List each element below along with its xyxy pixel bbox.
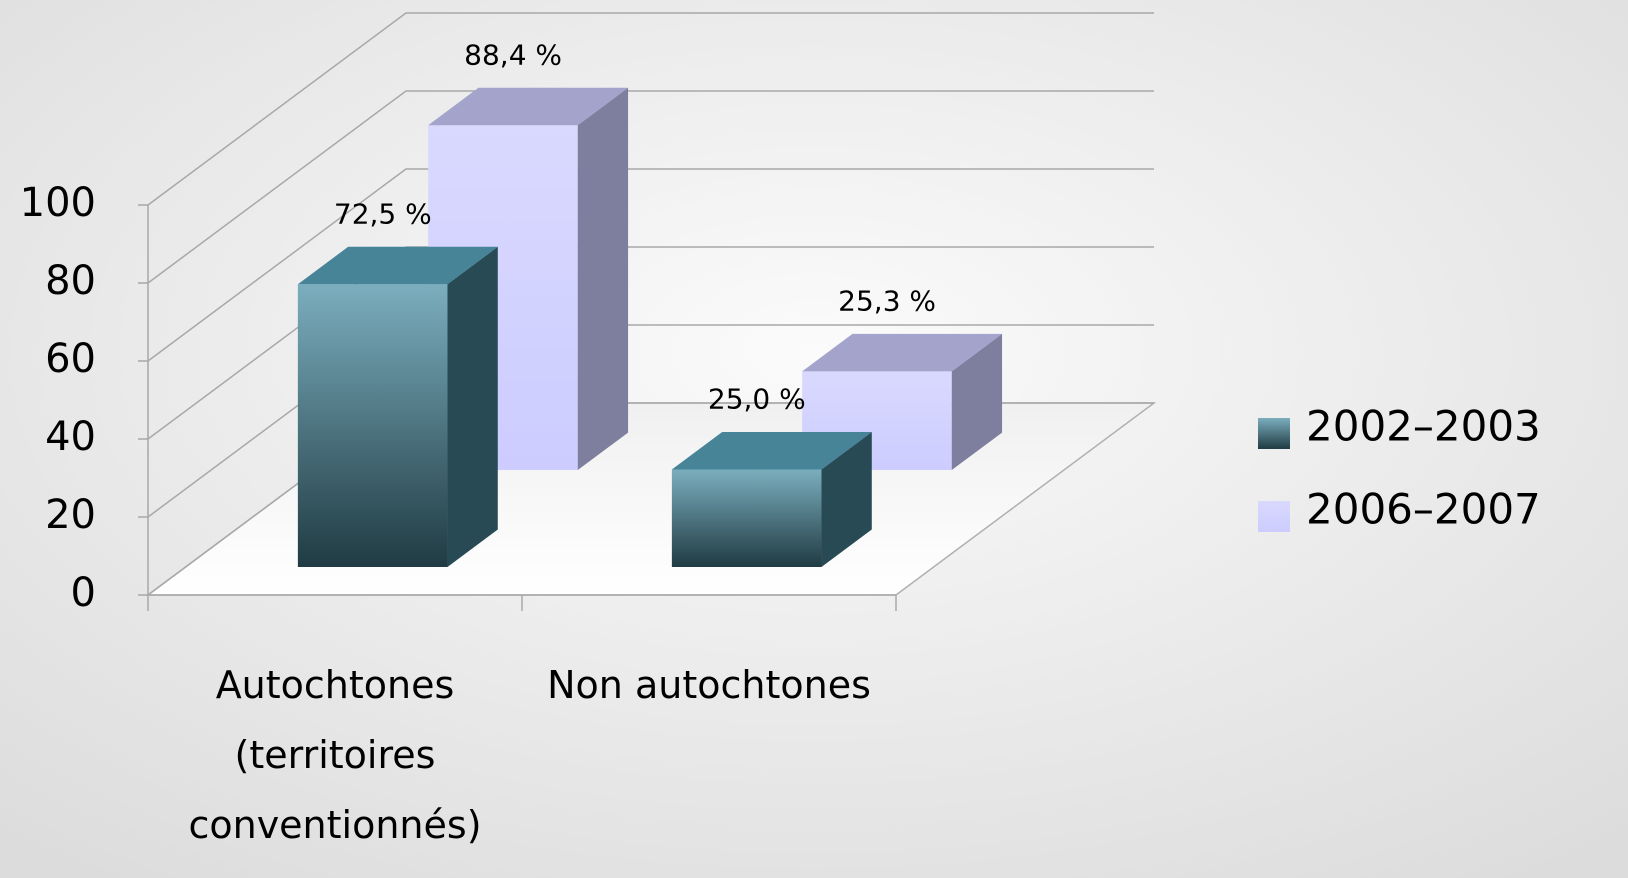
grid-line [147, 90, 1154, 284]
value-label: 88,4 % [464, 39, 562, 72]
bar-side [577, 87, 629, 471]
legend-label: 2006–2007 [1306, 485, 1541, 534]
y-tick-label: 0 [71, 570, 96, 616]
bar-side [447, 246, 498, 567]
value-label: 25,3 % [838, 285, 936, 318]
x-tick-label: Autochtones (territoires conventionnés) [188, 663, 482, 847]
value-label: 72,5 % [334, 197, 432, 230]
x-tick-label-box: Non autochtones [547, 663, 871, 707]
grid-line [147, 12, 1154, 206]
bar-top [802, 333, 1003, 372]
legend-label: 2002–2003 [1306, 402, 1541, 451]
y-tick-label: 100 [20, 180, 96, 226]
grid-line [147, 168, 1154, 362]
bar-front [671, 469, 822, 567]
y-tick-label: 60 [45, 336, 96, 382]
x-tick-label-box: Autochtones (territoires conventionnés) [188, 663, 482, 847]
y-tick-label: 20 [45, 492, 96, 538]
y-tick-label: 80 [45, 258, 96, 304]
bar [297, 246, 498, 567]
value-label: 25,0 % [708, 383, 806, 416]
bar-top [428, 87, 629, 126]
bar-side [951, 333, 1003, 471]
bar-front [297, 284, 448, 567]
legend-swatch [1258, 501, 1290, 532]
y-tick-label: 40 [45, 414, 96, 460]
bar [671, 432, 872, 567]
legend-swatch [1258, 418, 1290, 449]
x-tick-label: Non autochtones [547, 663, 871, 707]
bar-top [671, 432, 872, 470]
bar-top [297, 246, 498, 285]
bar-side [821, 432, 872, 567]
